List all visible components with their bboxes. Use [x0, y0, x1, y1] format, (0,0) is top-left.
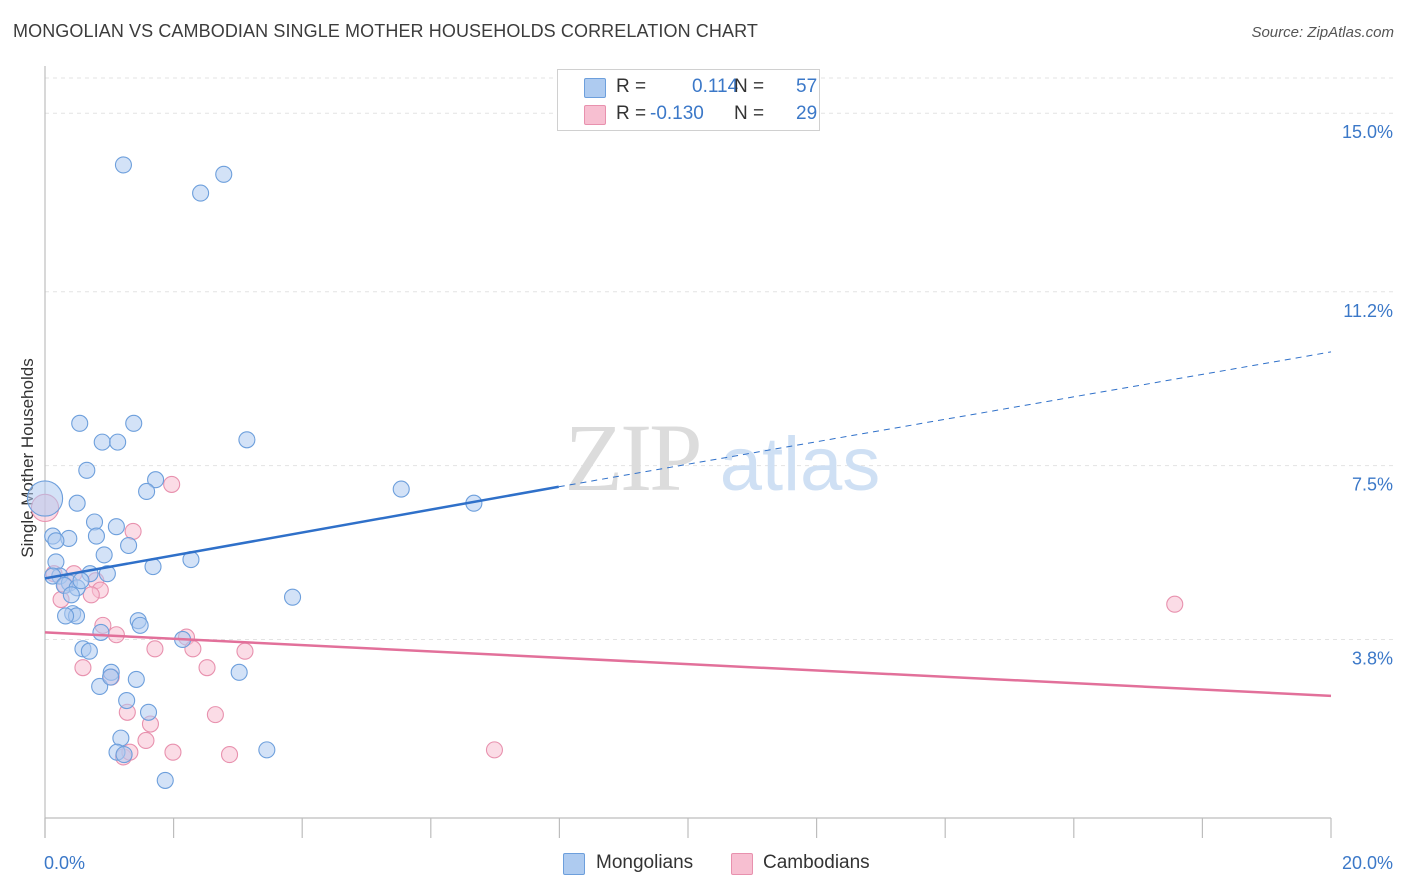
source-label: Source: ZipAtlas.com — [1251, 24, 1394, 41]
mongolian-point — [215, 165, 233, 183]
mongolian-point — [139, 703, 158, 721]
mongolian-point — [392, 480, 410, 498]
x-tick-label: 20.0% — [1342, 853, 1393, 873]
correlation-legend: R = 0.114 N = 57 R = -0.130 N = 29 — [557, 69, 820, 131]
cambodian-point — [164, 743, 182, 761]
mongolian-point — [258, 741, 276, 759]
mongolian-point — [87, 527, 105, 545]
n-value: 57 — [796, 76, 818, 97]
cambodian-point — [1166, 595, 1184, 613]
mongolian-swatch — [563, 853, 585, 875]
cambodian-point — [124, 522, 142, 540]
mongolian-point — [98, 565, 116, 583]
mongolian-trend-extension — [558, 351, 1332, 488]
mongolian-point — [112, 729, 130, 747]
mongolian-point — [68, 494, 86, 512]
cambodian-point — [206, 706, 224, 724]
mongolian-point — [93, 433, 111, 451]
mongolian-swatch — [584, 78, 606, 98]
mongolian-point — [57, 607, 75, 625]
tick-labels: 3.8% 7.5% 11.2% 15.0% 0.0% 20.0% — [44, 122, 1393, 873]
r-label: R = — [616, 76, 647, 97]
watermark-zip: ZIP — [565, 404, 700, 511]
mongolian-point — [26, 480, 64, 517]
mongolian-point — [284, 588, 302, 606]
cambodian-swatch — [731, 853, 753, 875]
y-tick-label: 15.0% — [1342, 122, 1393, 142]
gridlines — [45, 77, 1394, 640]
mongolian-point — [120, 536, 138, 555]
mongolian-point — [192, 184, 210, 202]
cambodian-point — [220, 746, 239, 764]
mongolian-point — [127, 670, 145, 688]
y-tick-label: 11.2% — [1343, 301, 1393, 321]
watermark: ZIP atlas — [565, 404, 881, 511]
chart-title: MONGOLIAN VS CAMBODIAN SINGLE MOTHER HOU… — [13, 21, 758, 41]
mongolian-point — [62, 586, 80, 604]
cambodian-swatch — [584, 105, 606, 125]
cambodian-point — [485, 741, 504, 759]
mongolian-point — [230, 663, 248, 681]
cambodian-point — [236, 642, 254, 660]
mongolian-point — [47, 532, 65, 550]
cambodian-point — [74, 659, 92, 677]
data-points — [26, 156, 1184, 789]
mongolian-point — [125, 414, 143, 432]
mongolian-point — [238, 431, 256, 449]
mongolian-point — [85, 513, 104, 531]
n-value: 29 — [796, 103, 818, 124]
r-label: R = — [616, 103, 647, 124]
mongolian-point — [92, 623, 110, 641]
legend-label-mongolians: Mongolians — [596, 852, 694, 873]
cambodian-point — [198, 659, 216, 677]
x-tick-label: 0.0% — [44, 853, 85, 873]
mongolian-point — [156, 771, 174, 789]
watermark-atlas: atlas — [720, 422, 881, 507]
mongolian-point — [131, 616, 149, 634]
mongolian-point — [109, 433, 127, 451]
mongolian-point — [47, 553, 65, 571]
mongolian-point — [95, 546, 113, 564]
y-tick-label: 7.5% — [1352, 475, 1393, 495]
mongolian-point — [147, 471, 165, 489]
cambodian-point — [82, 586, 100, 604]
mongolian-point — [71, 414, 89, 432]
mongolian-point — [80, 642, 98, 660]
mongolian-point — [118, 691, 136, 710]
n-label: N = — [734, 76, 765, 97]
cambodian-point — [137, 731, 155, 750]
cambodian-trend-line — [44, 631, 1332, 698]
axes — [44, 66, 1332, 838]
mongolian-point — [138, 482, 156, 501]
n-label: N = — [734, 103, 765, 124]
mongolian-point — [115, 746, 133, 764]
mongolian-point — [102, 668, 120, 686]
r-value: -0.130 — [650, 103, 704, 124]
mongolian-point — [107, 518, 125, 536]
cambodian-point — [146, 640, 164, 658]
trend-lines — [44, 351, 1332, 698]
r-value: 0.114 — [692, 76, 739, 97]
mongolian-point — [114, 156, 132, 174]
y-tick-label: 3.8% — [1352, 648, 1393, 668]
mongolian-point — [91, 677, 109, 695]
mongolian-point — [72, 572, 90, 590]
legend-label-cambodians: Cambodians — [763, 852, 870, 873]
cambodian-point — [163, 475, 181, 493]
mongolian-trend-line — [44, 485, 559, 580]
mongolian-point — [78, 461, 96, 479]
